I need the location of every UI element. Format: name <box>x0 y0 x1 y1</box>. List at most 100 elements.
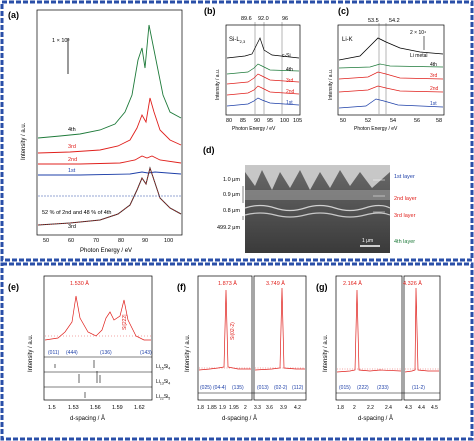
panel-b-curve-3rd <box>226 73 300 85</box>
panel-a-label-2nd: 2nd <box>68 157 77 163</box>
panel-f-xtick: 3.9 <box>280 405 287 411</box>
hkl: (222) <box>357 385 369 391</box>
panel-a-xlabel: Photon Energy / eV <box>80 248 132 254</box>
panel-a-xtick: 60 <box>68 238 74 244</box>
layer-label: 4th layer <box>394 239 415 245</box>
panel-a-curve-4th <box>37 24 182 139</box>
panel-c-mark: 53.5 <box>368 18 379 24</box>
panel-c-curve-1st <box>338 98 444 109</box>
panel-b-curve-label: 2nd <box>286 89 295 95</box>
panel-b-label: (b) <box>204 6 216 16</box>
panel-e-peak-id: Si[222] <box>122 314 128 330</box>
panel-e-xtick: 1.5 <box>48 405 56 411</box>
panel-e-xtick: 1.56 <box>90 405 101 411</box>
layer-label: 2nd layer <box>394 196 417 202</box>
panel-g-xtick: 2.4 <box>385 405 392 411</box>
panel-c-frame <box>337 24 445 116</box>
panel-b-curve-4th <box>226 63 300 75</box>
panel-e-ylabel: Intensity / a.u. <box>28 334 34 372</box>
panel-b-xtick: 80 <box>226 118 232 124</box>
panel-b-curve-label: 3rd <box>286 78 293 84</box>
panel-g: (g) 2.164 Å 4.326 Å (015) (222) (233) (1… <box>316 275 441 422</box>
panel-b-mark: 89.6 <box>241 16 252 22</box>
layer-label: 1st layer <box>394 174 415 180</box>
panel-g-peak: 2.164 Å <box>343 280 362 287</box>
panel-b-xtick: 85 <box>240 118 246 124</box>
panel-c-curve-limetal <box>338 37 444 61</box>
hkl: (112) <box>292 385 304 391</box>
panel-a-curve-fit <box>37 166 182 226</box>
panel-b-curve-label: 4th <box>286 67 293 73</box>
panel-g-xlabel: d-spacing / Å <box>358 415 393 422</box>
panel-c-curve-label: 2nd <box>430 86 439 92</box>
panel-a-ylabel: Intensity / a.u. <box>21 122 27 160</box>
panel-g-frame-1 <box>335 275 403 401</box>
sem-scalebar-label: 1 μm <box>362 238 373 244</box>
panel-a-frame <box>36 9 183 236</box>
panel-c-label: (c) <box>338 6 349 16</box>
panel-e: (e) 1.530 Å Si[222] (011) (444) (136) (1… <box>8 275 170 422</box>
panel-b-curve-1st <box>226 97 300 107</box>
panel-c-scale: 2 × 10⁴ <box>410 30 426 36</box>
sem-pyramids <box>245 165 390 190</box>
panel-b-mark: 92.0 <box>258 16 269 22</box>
panel-c-xtick: 58 <box>436 118 442 124</box>
panel-g-xtick: 1.8 <box>337 405 344 411</box>
panel-g-xtick: 4.3 <box>405 405 412 411</box>
panel-c-curve-label: 4th <box>430 62 437 68</box>
panel-e-xtick: 1.62 <box>134 405 145 411</box>
panel-f-ylabel: Intensity / a.u. <box>185 334 191 372</box>
panel-g-label: (g) <box>316 282 328 292</box>
bottom-border <box>0 262 474 441</box>
hkl: (015) <box>339 385 351 391</box>
panel-g-ylabel: Intensity / a.u. <box>323 334 329 372</box>
panel-c: (c) 53.5 54.2 Li-K 2 × 10⁴ Li metal 4th … <box>328 6 445 132</box>
panel-a-label-4th: 4th <box>68 127 76 133</box>
panel-c-ylabel: Intensity / a.u. <box>328 69 334 100</box>
thickness: 0.8 μm <box>223 208 240 214</box>
panel-f-peak: 3.749 Å <box>266 280 285 287</box>
panel-c-curve-4th <box>338 63 444 69</box>
thickness: 499.2 μm <box>217 225 240 231</box>
hkl: (11-2) <box>412 385 425 391</box>
panel-a-curve-3rd <box>37 97 182 154</box>
panel-a-fit-curve: 3rd <box>68 224 76 230</box>
panel-b-xtick: 100 <box>280 118 289 124</box>
panel-c-xtick: 54 <box>390 118 396 124</box>
panel-b-curve-label: 1st <box>286 100 293 106</box>
top-border <box>0 0 474 262</box>
hkl: (444) <box>66 350 78 356</box>
panel-a-curve-2nd <box>38 155 182 165</box>
panel-a-xtick: 80 <box>118 238 124 244</box>
layer-label: 3rd layer <box>394 213 416 219</box>
ref-phase: Li22Si5 <box>156 394 170 401</box>
hkl: (143) <box>140 350 152 356</box>
panel-a-label-1st: 1st <box>68 168 76 174</box>
ref-phase: Li15Si4 <box>156 364 170 371</box>
panel-f-xrd-2 <box>254 287 305 371</box>
panel-c-curve-label: Li metal <box>410 53 428 59</box>
panel-g-peak: 4.326 Å <box>403 280 422 287</box>
panel-a-xtick: 70 <box>93 238 99 244</box>
thickness: 0.9 μm <box>223 192 240 198</box>
hkl: (135) <box>232 385 244 391</box>
panel-b-xtick: 105 <box>293 118 302 124</box>
panel-b-xtick: 95 <box>267 118 273 124</box>
panel-c-title: Li-K <box>342 37 353 43</box>
panel-e-xtick: 1.53 <box>68 405 79 411</box>
panel-g-xrd-1 <box>336 289 402 373</box>
panel-b-frame <box>225 24 301 116</box>
panel-a-fit-note: 52 % of 2nd and 48 % of 4th <box>42 210 111 216</box>
panel-g-xtick: 2 <box>353 405 356 411</box>
panel-e-xrd <box>44 295 151 341</box>
panel-c-curve-2nd <box>338 85 444 93</box>
hkl: (025) <box>200 385 212 391</box>
panel-f-xlabel: d-spacing / Å <box>222 415 257 422</box>
panel-c-xtick: 56 <box>414 118 420 124</box>
panel-f-xtick: 3.3 <box>254 405 261 411</box>
panel-g-xtick: 4.4 <box>418 405 425 411</box>
panel-a-xtick: 90 <box>142 238 148 244</box>
panel-f-xrd-1 <box>198 289 251 371</box>
panel-f-peak-id: Si(02-2) <box>230 322 236 340</box>
panel-f-xtick: 1.9 <box>219 405 226 411</box>
